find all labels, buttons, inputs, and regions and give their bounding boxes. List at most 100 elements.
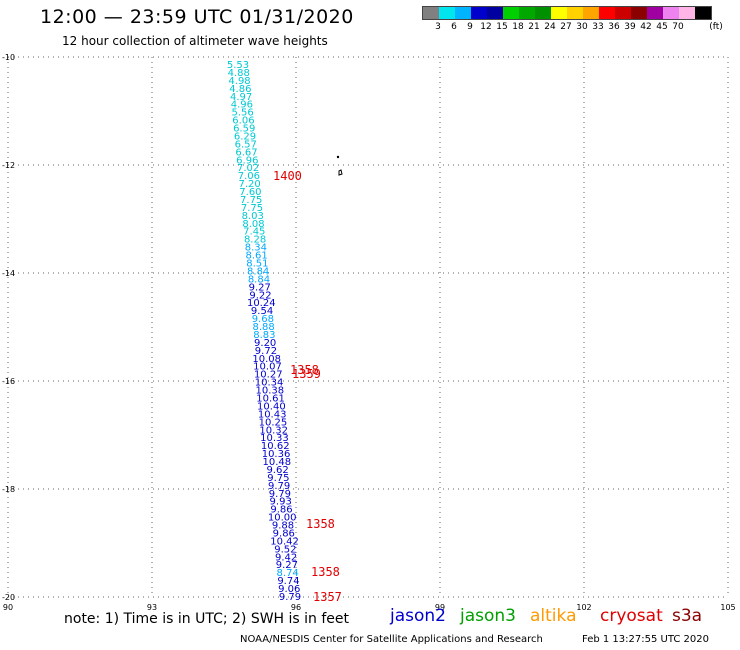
legend-label: 45: [656, 22, 668, 32]
latitude-label: -10: [2, 53, 15, 62]
wave-height-value: 9.74: [277, 576, 299, 587]
wave-height-value: 6.96: [236, 155, 258, 166]
pass-time-label: 1358: [311, 565, 340, 579]
island-outline: [338, 169, 343, 176]
legend-swatch: [487, 7, 503, 19]
wave-height-value: 9.52: [274, 544, 296, 555]
wave-height-value: 8.83: [253, 330, 275, 341]
latitude-label: -16: [2, 377, 15, 386]
pass-time-label: 1359: [292, 367, 321, 381]
wave-height-value: 9.88: [272, 521, 294, 532]
legend-swatch: [503, 7, 519, 19]
legend-label: 30: [576, 22, 588, 32]
legend-swatch: [599, 7, 615, 19]
legend-label: 21: [528, 22, 540, 32]
wave-height-value: 7.75: [241, 203, 263, 214]
legend-swatch: [519, 7, 535, 19]
wave-height-value: 4.96: [231, 100, 253, 111]
wave-height-value: 9.75: [267, 473, 289, 484]
wave-height-value: 9.42: [275, 552, 297, 563]
wave-height-value: 10.00: [268, 513, 297, 524]
wave-height-value: 10.25: [259, 417, 288, 428]
longitude-label: 102: [576, 603, 591, 612]
wave-height-value: 8.34: [245, 243, 267, 254]
legend-label: 18: [512, 22, 524, 32]
legend-label: 42: [640, 22, 652, 32]
legend-swatch: [631, 7, 647, 19]
legend-swatch: [439, 7, 455, 19]
latitude-label: -14: [2, 269, 15, 278]
legend-swatch: [647, 7, 663, 19]
satellite-key-label: altika: [530, 606, 577, 626]
wave-height-value: 9.79: [269, 489, 291, 500]
wave-height-value: 10.08: [252, 354, 281, 365]
legend-label: 6: [451, 22, 457, 32]
satellite-key-label: jason2: [390, 606, 446, 626]
wave-height-value: 10.61: [256, 393, 285, 404]
generation-timestamp: Feb 1 13:27:55 UTC 2020: [582, 634, 709, 645]
legend-swatch: [679, 7, 695, 19]
latitude-label: -18: [2, 485, 15, 494]
wave-height-value: 10.36: [262, 449, 291, 460]
wave-height-color-legend: (ft) 3 6 9 12 15 18 21 24 27 30 33 36 39 42 45 70: [422, 6, 723, 34]
wave-height-value: 10.48: [262, 457, 291, 468]
latitude-label: -20: [2, 593, 15, 602]
legend-label: 24: [544, 22, 556, 32]
wave-height-value: 8.51: [246, 259, 268, 270]
legend-labels: (ft) 3 6 9 12 15 18 21 24 27 30 33 36 39 42 45 70: [422, 20, 723, 34]
wave-height-value: 7.45: [243, 227, 265, 238]
satellite-key-label: cryosat: [600, 606, 663, 626]
pass-time-label: 1357: [313, 590, 342, 604]
longitude-label: 90: [3, 603, 13, 612]
map-subtitle: 12 hour collection of altimeter wave hei…: [62, 34, 328, 48]
wave-height-value: 9.27: [276, 560, 298, 571]
longitude-label: 93: [147, 603, 157, 612]
wave-height-value: 9.06: [278, 584, 300, 595]
wave-height-value: 9.20: [254, 338, 276, 349]
pass-time-label: 1400: [273, 169, 302, 183]
wave-height-value: 8.08: [242, 219, 264, 230]
wave-height-value: 9.54: [251, 306, 273, 317]
wave-height-value: 10.38: [256, 386, 285, 397]
wave-height-value: 8.61: [245, 251, 267, 262]
wave-height-value: 5.53: [227, 60, 249, 71]
wave-height-value: 7.60: [239, 187, 261, 198]
satellite-key-label: s3a: [672, 606, 703, 626]
legend-label: 39: [624, 22, 636, 32]
wave-height-value: 7.02: [237, 163, 259, 174]
wave-height-value: 8.03: [242, 211, 264, 222]
legend-swatch: [455, 7, 471, 19]
legend-label: 3: [435, 22, 441, 32]
longitude-label: 99: [435, 603, 445, 612]
wave-height-value: 10.07: [253, 362, 282, 373]
latitude-label: -12: [2, 161, 15, 170]
wave-height-value: 9.68: [252, 314, 274, 325]
wave-height-value: 10.27: [254, 370, 283, 381]
wave-height-value: 7.75: [240, 195, 262, 206]
wave-height-value: 4.86: [229, 84, 251, 95]
wave-height-value: 10.32: [259, 425, 288, 436]
wave-height-value: 10.43: [258, 409, 287, 420]
legend-color-bar: [422, 6, 712, 20]
wave-height-value: 10.34: [255, 378, 284, 389]
wave-height-value: 6.29: [234, 131, 256, 142]
wave-height-value: 9.27: [249, 282, 271, 293]
wave-height-value: 10.42: [270, 536, 299, 547]
legend-label: 36: [608, 22, 620, 32]
island-markers: [336, 155, 343, 176]
wave-height-value: 4.98: [228, 76, 250, 87]
legend-swatch: [423, 7, 439, 19]
wave-height-value: 10.40: [257, 401, 286, 412]
longitude-labels: 90 93 96 99 102 105: [3, 603, 736, 612]
wave-height-value: 6.59: [233, 124, 255, 135]
wave-height-value: 8.84: [247, 266, 269, 277]
legend-swatch: [695, 7, 711, 19]
legend-unit: (ft): [709, 22, 723, 32]
longitude-label: 96: [291, 603, 301, 612]
wave-height-value: 5.56: [232, 108, 254, 119]
longitude-label: 105: [720, 603, 735, 612]
wave-height-value: 9.93: [270, 497, 292, 508]
legend-swatch: [615, 7, 631, 19]
